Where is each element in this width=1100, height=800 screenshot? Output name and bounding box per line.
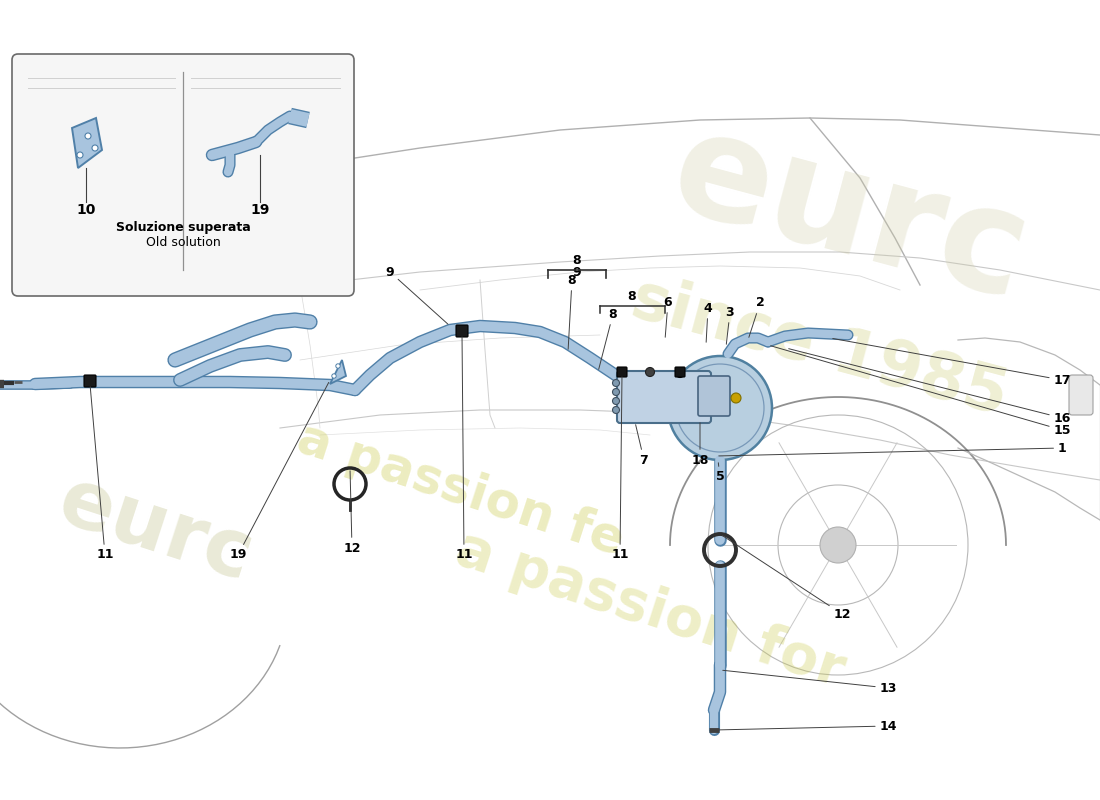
FancyBboxPatch shape: [617, 367, 627, 377]
Text: 19: 19: [251, 203, 270, 217]
Text: 4: 4: [704, 302, 713, 342]
Text: 18: 18: [691, 422, 708, 466]
Circle shape: [613, 389, 619, 395]
Text: a passion fe: a passion fe: [290, 414, 629, 566]
Circle shape: [613, 398, 619, 405]
Text: since 1985: since 1985: [625, 268, 1015, 428]
Text: 8: 8: [573, 254, 581, 267]
Text: 13: 13: [723, 670, 896, 694]
FancyBboxPatch shape: [1069, 375, 1093, 415]
Polygon shape: [72, 118, 102, 168]
Text: 2: 2: [749, 297, 764, 338]
Text: a passion for: a passion for: [449, 522, 851, 698]
Circle shape: [92, 145, 98, 151]
Text: 11: 11: [612, 377, 629, 562]
Circle shape: [613, 379, 619, 386]
Text: 17: 17: [833, 338, 1070, 386]
Text: 19: 19: [229, 382, 329, 562]
Text: 7: 7: [636, 425, 648, 466]
Text: 5: 5: [716, 462, 725, 483]
Text: 6: 6: [663, 295, 672, 338]
Polygon shape: [330, 360, 346, 384]
Text: 14: 14: [717, 719, 896, 733]
Text: Soluzione superata: Soluzione superata: [116, 222, 251, 234]
Circle shape: [732, 393, 741, 403]
Text: 3: 3: [726, 306, 735, 344]
Circle shape: [668, 356, 772, 460]
Text: eurc: eurc: [658, 100, 1043, 330]
Circle shape: [613, 406, 619, 414]
Circle shape: [332, 374, 337, 378]
FancyBboxPatch shape: [456, 325, 468, 337]
FancyBboxPatch shape: [12, 54, 354, 296]
Text: eurc: eurc: [48, 462, 262, 598]
Circle shape: [646, 367, 654, 377]
Text: 8: 8: [568, 274, 576, 350]
Circle shape: [336, 364, 340, 368]
FancyBboxPatch shape: [617, 371, 711, 423]
Text: 15: 15: [771, 346, 1070, 437]
Circle shape: [77, 152, 82, 158]
Text: Old solution: Old solution: [145, 235, 220, 249]
Text: 8: 8: [628, 290, 636, 303]
FancyBboxPatch shape: [84, 375, 96, 387]
Circle shape: [820, 527, 856, 563]
Text: 9: 9: [386, 266, 448, 324]
Text: 9: 9: [573, 266, 581, 278]
Circle shape: [675, 369, 684, 378]
Text: 1: 1: [718, 442, 1066, 456]
Text: 12: 12: [343, 470, 361, 554]
FancyBboxPatch shape: [675, 367, 685, 377]
Text: 12: 12: [723, 535, 850, 621]
Text: 11: 11: [455, 337, 473, 562]
Text: 11: 11: [90, 386, 113, 562]
FancyBboxPatch shape: [698, 376, 730, 416]
Circle shape: [85, 133, 91, 139]
Text: 16: 16: [789, 349, 1070, 425]
Text: 8: 8: [598, 307, 617, 370]
Text: 10: 10: [76, 203, 96, 217]
